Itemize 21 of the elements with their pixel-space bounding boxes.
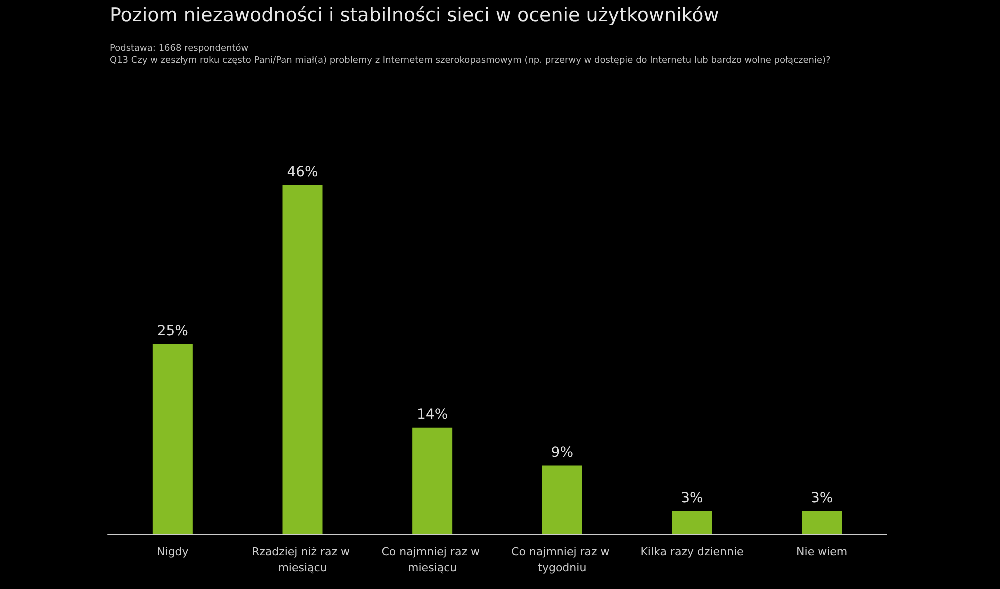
data-label: 46% [287,164,318,180]
x-tick-label: Nigdy [157,546,190,558]
x-tick-label: Co najmniej raz w tygodniu [512,546,614,574]
bar [282,185,323,534]
data-label: 14% [417,406,448,423]
data-label: 3% [681,490,704,506]
x-tick-label: Nie wiem [796,546,848,558]
x-tick-label: Co najmniej raz w miesiącu [382,546,484,574]
bar [152,344,193,534]
text: Q13 Czy w zeszłym roku często Pani/Pan miał(a) problemy z Internetem szerokopasmowym (np. przerwy w dostępie do Internetu lub bardzo wolne połączenie)? [110,56,832,66]
data-label: 25% [157,324,188,340]
chart-title: Poziom niezawodności i stabilności sieci w ocenie użytkowników [110,4,720,26]
chart-subtitle: Podstawa: 1668 respondentów [110,43,249,54]
data-label: 9% [551,444,574,461]
bar [672,511,712,534]
bar [542,466,582,534]
bar [412,428,453,534]
x-tick-label: Rzadziej niż raz w miesiącu [252,546,354,574]
data-label: 3% [810,490,834,506]
x-tick-label: Kilka razy dziennie [640,546,744,558]
bar [802,511,842,534]
